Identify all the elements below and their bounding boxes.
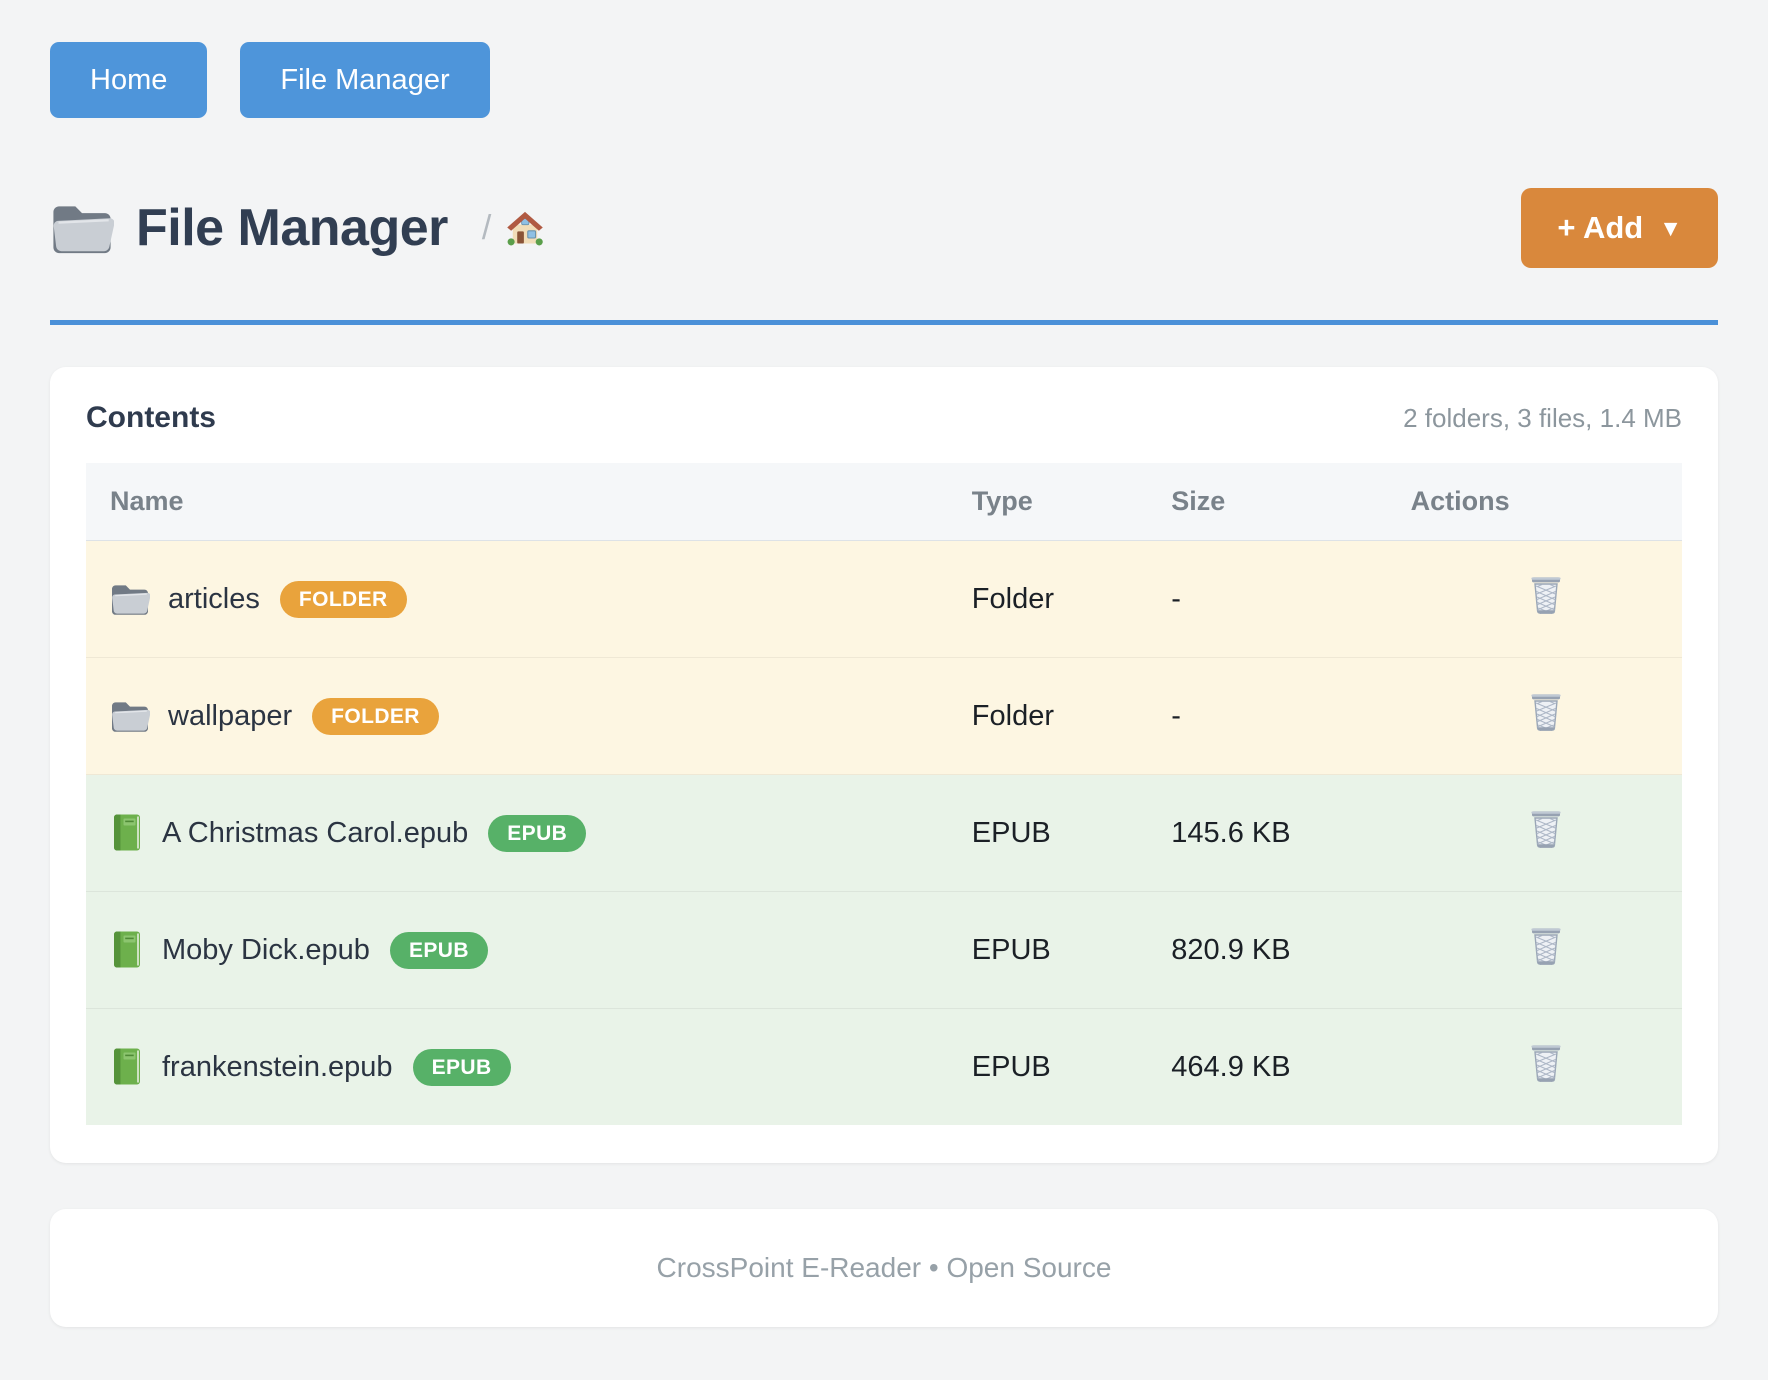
column-header-type: Type bbox=[971, 463, 1172, 541]
item-badge: EPUB bbox=[412, 1048, 511, 1086]
item-name[interactable]: Moby Dick.epub bbox=[162, 933, 370, 966]
item-badge: FOLDER bbox=[279, 580, 407, 618]
item-size: - bbox=[1171, 582, 1181, 615]
item-name[interactable]: wallpaper bbox=[168, 699, 293, 732]
contents-summary: 2 folders, 3 files, 1.4 MB bbox=[1403, 403, 1682, 433]
chevron-down-icon: ▼ bbox=[1659, 214, 1682, 241]
table-row: A Christmas Carol.epub EPUB EPUB 145.6 K… bbox=[86, 774, 1682, 892]
top-nav: Home File Manager bbox=[50, 42, 1718, 118]
item-name[interactable]: articles bbox=[168, 582, 260, 615]
page-title: File Manager bbox=[136, 199, 448, 257]
trash-icon bbox=[1531, 694, 1561, 732]
item-type: Folder bbox=[971, 582, 1054, 615]
column-header-size: Size bbox=[1171, 463, 1411, 541]
delete-button[interactable] bbox=[1528, 575, 1564, 615]
item-badge: FOLDER bbox=[312, 697, 439, 735]
file-manager-button[interactable]: File Manager bbox=[240, 42, 490, 118]
contents-card-header: Contents 2 folders, 3 files, 1.4 MB bbox=[86, 401, 1682, 435]
table-header-row: Name Type Size Actions bbox=[86, 463, 1682, 541]
folder-icon bbox=[112, 702, 150, 732]
file-table: Name Type Size Actions bbox=[86, 463, 1682, 1125]
book-icon bbox=[114, 931, 140, 968]
delete-button[interactable] bbox=[1528, 809, 1564, 849]
item-size: 464.9 KB bbox=[1171, 1050, 1291, 1083]
title-divider bbox=[50, 320, 1718, 325]
item-type: EPUB bbox=[971, 816, 1051, 849]
contents-heading: Contents bbox=[86, 401, 216, 434]
item-badge: EPUB bbox=[488, 814, 587, 852]
book-icon bbox=[114, 1048, 140, 1085]
book-icon bbox=[114, 814, 140, 851]
folder-icon bbox=[53, 206, 114, 254]
folder-icon bbox=[112, 585, 150, 615]
home-button[interactable]: Home bbox=[50, 42, 208, 118]
home-icon[interactable] bbox=[505, 208, 545, 248]
page-title-group: File Manager / bbox=[50, 198, 1521, 258]
footer-text: CrossPoint E-Reader • Open Source bbox=[656, 1252, 1112, 1283]
item-size: 145.6 KB bbox=[1171, 816, 1291, 849]
table-row: articles FOLDER Folder - bbox=[86, 540, 1682, 658]
item-type: EPUB bbox=[971, 1050, 1051, 1083]
add-button-label: + Add bbox=[1557, 210, 1644, 245]
trash-icon bbox=[1531, 1045, 1561, 1083]
item-type: EPUB bbox=[971, 933, 1051, 966]
column-header-actions: Actions bbox=[1410, 463, 1682, 541]
table-row: Moby Dick.epub EPUB EPUB 820.9 KB bbox=[86, 891, 1682, 1009]
breadcrumb-separator: / bbox=[481, 208, 492, 247]
contents-card: Contents 2 folders, 3 files, 1.4 MB Name… bbox=[50, 367, 1718, 1163]
item-name[interactable]: A Christmas Carol.epub bbox=[162, 816, 469, 849]
delete-button[interactable] bbox=[1528, 1043, 1564, 1083]
contents-table-body: articles FOLDER Folder - bbox=[86, 540, 1682, 1125]
item-size: 820.9 KB bbox=[1171, 933, 1291, 966]
page-header: File Manager / + Add ▼ bbox=[50, 188, 1718, 268]
item-size: - bbox=[1171, 699, 1181, 732]
footer-card: CrossPoint E-Reader • Open Source bbox=[50, 1209, 1718, 1327]
column-header-name: Name bbox=[86, 463, 972, 541]
trash-icon bbox=[1531, 811, 1561, 849]
item-name[interactable]: frankenstein.epub bbox=[162, 1050, 393, 1083]
delete-button[interactable] bbox=[1528, 692, 1564, 732]
table-row: frankenstein.epub EPUB EPUB 464.9 KB bbox=[86, 1008, 1682, 1125]
table-row: wallpaper FOLDER Folder - bbox=[86, 657, 1682, 775]
item-badge: EPUB bbox=[389, 931, 488, 969]
trash-icon bbox=[1531, 577, 1561, 615]
trash-icon bbox=[1531, 928, 1561, 966]
add-button[interactable]: + Add ▼ bbox=[1521, 188, 1718, 268]
item-type: Folder bbox=[971, 699, 1054, 732]
delete-button[interactable] bbox=[1528, 926, 1564, 966]
